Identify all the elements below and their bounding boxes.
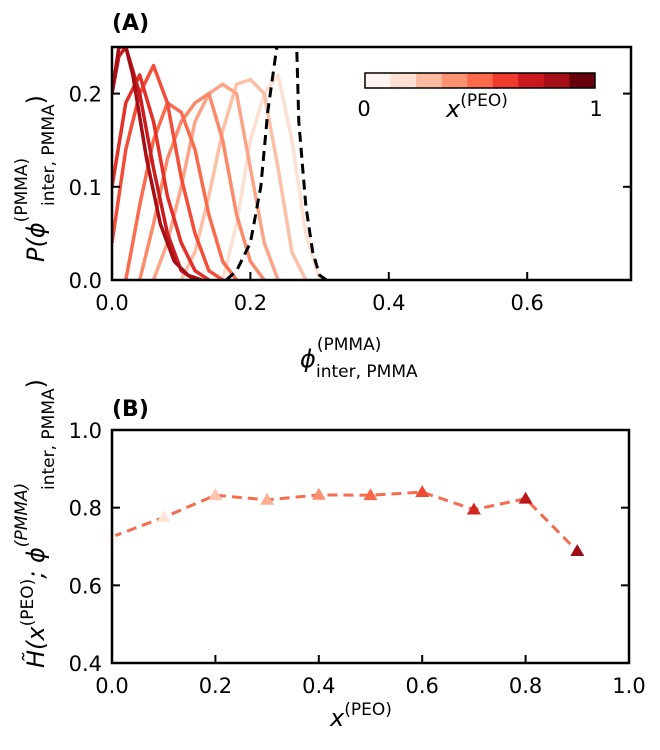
panel-a-frame: [110, 45, 633, 282]
panel-b-x-tick-label: 1.0: [612, 674, 645, 698]
data-point-marker: [570, 544, 585, 557]
panel-a-ylabel-suffix: ): [22, 95, 50, 104]
panel-a-label: (A): [112, 11, 149, 36]
panel-a-xlabel-sub: inter, PMMA: [316, 362, 418, 382]
panel-b-ylabel-prefix: H̃(x: [22, 626, 50, 668]
colorbar-min-label: 0: [357, 97, 370, 121]
panel-b-ylabel-mid: ; ϕ: [22, 547, 50, 579]
colorbar-label: x(PEO): [445, 91, 508, 123]
panel-b-xlabel-sup: (PEO): [344, 700, 392, 720]
panel-b-series-group: [105, 485, 585, 557]
panel-b-x-ticks: 0.0 0.2 0.4 0.6 0.8 1.0: [95, 655, 646, 698]
panel-b-ylabel-sub: inter, PMMA: [39, 388, 59, 490]
panel-b-x-tick-label: 0.0: [95, 674, 128, 698]
panel-b-ylabel-sup1: (PEO): [18, 579, 38, 627]
panel-b-y-ticks: 0.4 0.6 0.8 1.0: [69, 419, 629, 676]
panel-a-y-tick-label: 0.1: [69, 176, 102, 200]
colorbar: [365, 73, 596, 88]
panel-b-y-tick-label: 1.0: [69, 419, 102, 443]
colorbar-frame: [364, 72, 596, 89]
panel-a-ylabel-symbol: ϕ: [22, 222, 50, 238]
distribution-line-5: [124, 101, 239, 280]
data-point-marker: [311, 487, 326, 500]
panel-a-x-tick-label: 0.0: [95, 291, 128, 315]
panel-a-x-axis-label: ϕ(PMMA) inter, PMMA: [300, 335, 418, 382]
data-point-marker: [208, 488, 223, 501]
panel-b-label: (B): [112, 397, 149, 422]
panel-a-x-tick-label: 0.4: [372, 291, 405, 315]
distribution-line-1: [221, 73, 322, 280]
distribution-line-4: [138, 91, 266, 280]
data-point-marker: [415, 485, 430, 498]
panel-b-ylabel-sup2: (PMMA): [12, 483, 32, 547]
colorbar-segment: [365, 73, 392, 88]
panel-b-y-tick-label: 0.4: [69, 652, 102, 676]
colorbar-segment: [467, 73, 494, 88]
panel-a-xlabel-symbol: ϕ: [300, 345, 316, 373]
panel-a-xlabel-sup: (PMMA): [317, 335, 381, 355]
panel-b-ylabel-suffix: ): [22, 379, 50, 388]
panel-a-x-tick-label: 0.6: [510, 291, 543, 315]
panel-b-y-axis-label: H̃(x(PEO); ϕ(PMMA) inter, PMMA): [12, 379, 59, 668]
distribution-line-2: [179, 77, 308, 280]
panel-a-series-group: [112, 47, 328, 280]
panel-b-y-tick-label: 0.8: [69, 497, 102, 521]
colorbar-segment: [518, 73, 545, 88]
colorbar-segment: [390, 73, 417, 88]
reference-dashed-line: [225, 47, 328, 280]
data-point-marker: [518, 491, 533, 504]
panel-a-ylabel-prefix: P(: [22, 237, 50, 262]
panel-b-x-tick-label: 0.6: [405, 674, 438, 698]
panel-a-ylabel-sup: (PMMA): [12, 158, 32, 222]
panel-b-y-tick-label: 0.6: [69, 574, 102, 598]
panel-a-y-ticks: 0.0 0.1 0.2: [69, 83, 631, 293]
panel-b: (B) 0.0 0.2 0.4 0.6 0.8 1.0 0.40.60.81.0 x(PE…: [12, 379, 646, 732]
data-point-marker: [156, 510, 171, 523]
panel-b-x-tick-label: 0.8: [509, 674, 542, 698]
panel-a-y-tick-label: 0.0: [69, 269, 102, 293]
distribution-line-6: [112, 63, 224, 280]
colorbar-segment: [441, 73, 468, 88]
panel-a-x-ticks: 0.0 0.2 0.4 0.6: [95, 272, 544, 315]
panel-a-y-axis-label: P(ϕ(PMMA) inter, PMMA): [12, 95, 59, 262]
panel-b-xlabel-symbol: x: [329, 704, 345, 732]
data-point-marker: [466, 502, 481, 515]
panel-a-x-tick-label: 0.2: [234, 291, 267, 315]
panel-a: (A) 0.0 0.2 0.4 0.6 0.00.10.2 0 1 x(PEO) ϕ(…: [12, 11, 633, 382]
colorbar-segment: [543, 73, 570, 88]
colorbar-max-label: 1: [589, 97, 602, 121]
panel-b-x-tick-label: 0.4: [302, 674, 335, 698]
distribution-line-7: [112, 73, 210, 280]
panel-b-x-tick-label: 0.2: [199, 674, 232, 698]
distribution-line-9: [112, 47, 203, 280]
colorbar-segment: [416, 73, 443, 88]
panel-a-y-tick-label: 0.2: [69, 83, 102, 107]
panel-a-ylabel-sub: inter, PMMA: [39, 104, 59, 206]
colorbar-segment: [569, 73, 596, 88]
colorbar-label-symbol: x: [445, 95, 461, 123]
data-point-marker: [260, 492, 275, 505]
panel-b-x-axis-label: x(PEO): [329, 700, 392, 732]
data-point-marker: [363, 488, 378, 501]
h-tilde-line: [111, 490, 579, 553]
panel-b-frame: [110, 428, 631, 665]
colorbar-label-sup: (PEO): [460, 91, 508, 111]
colorbar-segment: [492, 73, 519, 88]
